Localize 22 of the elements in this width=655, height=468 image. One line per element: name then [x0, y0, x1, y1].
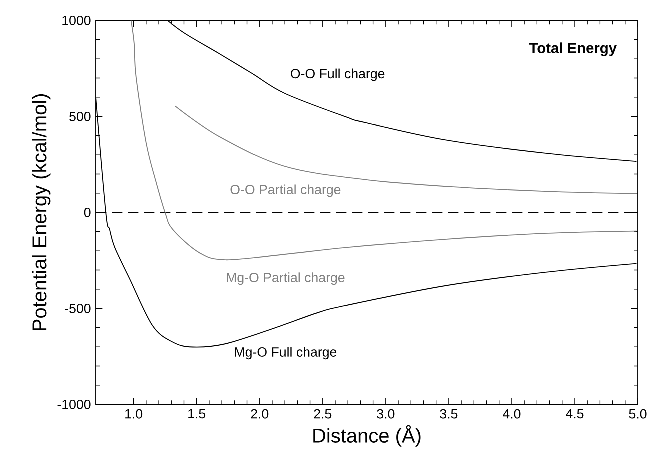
series-label: O-O Partial charge: [230, 184, 341, 198]
x-tick-label: 5.0: [629, 409, 647, 419]
y-tick-label: 500: [70, 112, 91, 122]
x-tick-label: 4.5: [566, 409, 584, 419]
y-tick-label: 1000: [62, 16, 91, 26]
text: Total Energy: [529, 42, 617, 56]
x-tick-label: 1.5: [188, 409, 206, 419]
y-tick-label: 0: [84, 208, 91, 218]
y-tick-label: -500: [65, 304, 91, 314]
x-axis-title: Distance (Å): [314, 425, 421, 447]
x-tick-label: 2.0: [251, 409, 269, 419]
line-series: [130, 20, 638, 261]
series-label: Mg-O Partial charge: [227, 272, 345, 286]
x-tick-label: 2.5: [314, 409, 332, 419]
series-label: Mg-O Full charge: [235, 347, 337, 360]
x-tick-label: 1.0: [126, 409, 143, 419]
y-tick-label: -1000: [58, 400, 91, 410]
series-label: O-O Full charge: [291, 68, 385, 82]
x-tick-label: 3.5: [440, 409, 458, 419]
x-tick-label: 4.0: [503, 409, 521, 419]
x-tick-label: 3.0: [377, 409, 395, 419]
y-axis-title: Potential Energy (kcal/mol): [32, 94, 51, 331]
